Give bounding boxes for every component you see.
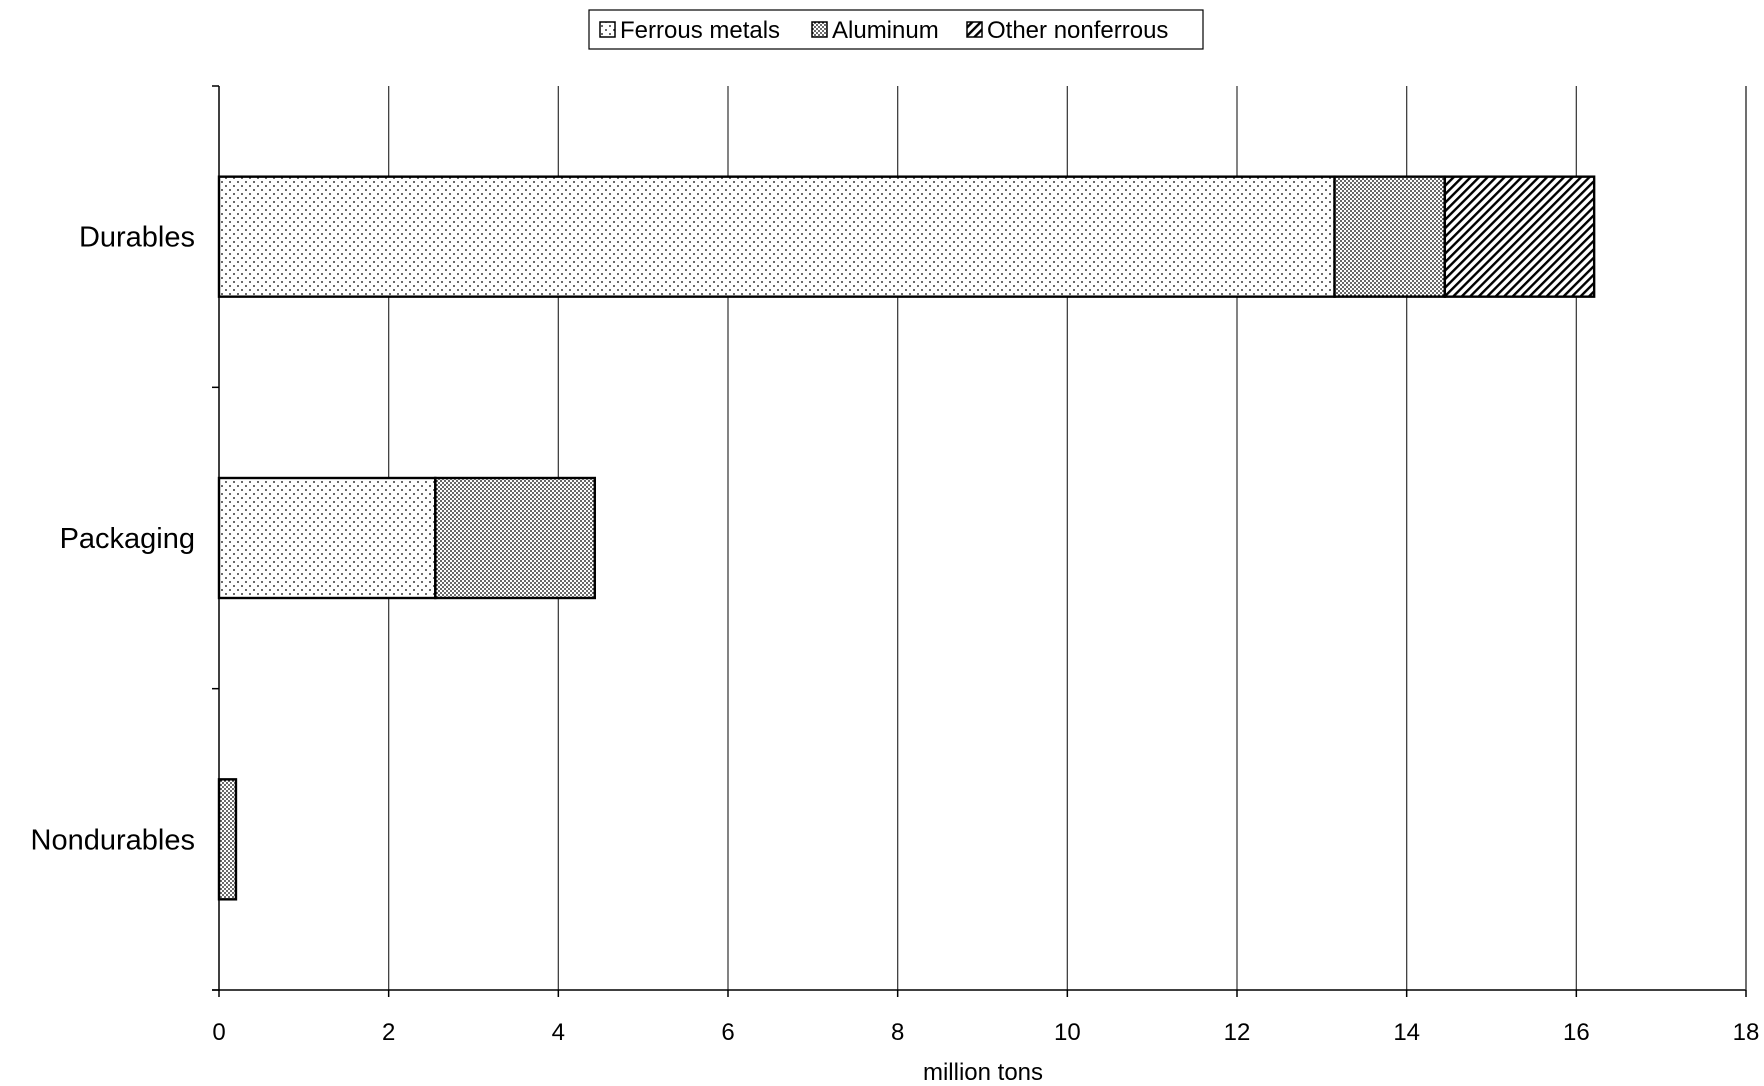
bar-durables-ferrous-metals [217,175,1336,298]
bar-nondurables-aluminum [217,778,238,901]
category-label-durables: Durables [79,222,195,254]
legend: Ferrous metals Aluminum Other nonferrous [588,9,1204,50]
x-tick-label: 18 [1733,1019,1760,1046]
legend-label-aluminum: Aluminum [832,17,939,44]
legend-swatch-ferrous-metals [599,21,616,38]
x-axis-title: million tons [923,1059,1043,1086]
x-tick-label: 2 [382,1019,395,1046]
x-tick-label: 4 [552,1019,565,1046]
x-tick-label: 10 [1054,1019,1081,1046]
legend-label-other-nonferrous: Other nonferrous [987,17,1168,44]
x-tick-label: 12 [1224,1019,1251,1046]
x-tick-labels: 0 2 4 6 8 10 12 14 16 18 [212,1019,1759,1046]
legend-label-ferrous-metals: Ferrous metals [620,17,780,44]
category-label-packaging: Packaging [60,523,195,555]
x-tick-label: 14 [1393,1019,1420,1046]
x-tick-label: 0 [212,1019,225,1046]
bar-durables-aluminum [1333,175,1447,298]
legend-swatch-aluminum [811,21,828,38]
axes [212,85,1747,997]
x-tick-label: 8 [891,1019,904,1046]
bars [217,175,1596,901]
legend-box [588,9,1204,50]
bar-durables-other-nonferrous [1443,175,1596,298]
x-tick-label: 6 [721,1019,734,1046]
x-tick-label: 16 [1563,1019,1590,1046]
bar-packaging-aluminum [434,476,597,600]
category-labels: Durables Packaging Nondurables [31,222,195,857]
legend-swatch-other-nonferrous [966,21,983,38]
bar-packaging-ferrous-metals [217,476,437,600]
category-label-nondurables: Nondurables [31,824,195,856]
